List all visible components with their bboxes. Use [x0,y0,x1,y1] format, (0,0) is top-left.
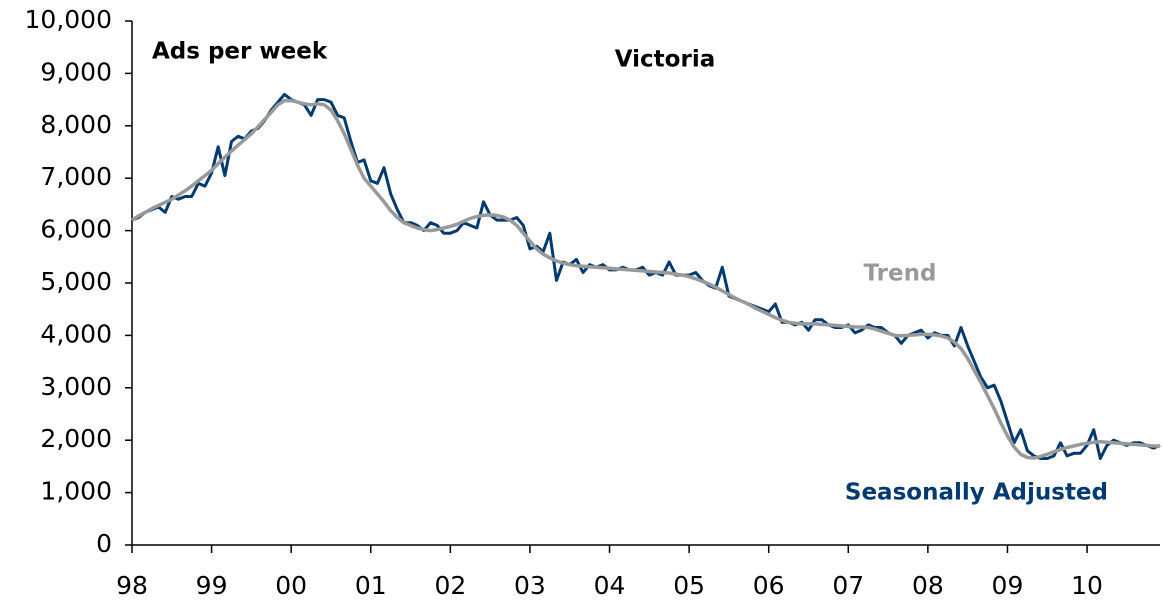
y-tick-label: 4,000 [40,319,112,348]
y-tick-label: 9,000 [40,57,112,86]
y-axis-label: Ads per week [152,39,328,65]
series-line [131,98,1160,460]
series-label: Trend [864,261,937,287]
x-tick-label: 99 [196,571,228,600]
x-tick-label: 01 [355,571,387,600]
x-tick-label: 07 [832,571,864,600]
x-tick-label: 03 [514,571,546,600]
x-tick-label: 05 [673,571,705,600]
series-label: Seasonally Adjusted [845,480,1108,506]
chart-title: Victoria [615,47,715,73]
x-tick-label: 06 [753,571,785,600]
x-tick-label: 08 [912,571,944,600]
y-tick-label: 2,000 [40,424,112,453]
y-tick-label: 5,000 [40,267,112,296]
series-line [131,92,1161,460]
y-tick-label: 6,000 [40,215,112,244]
y-tick-label: 7,000 [40,162,112,191]
x-tick-label: 02 [434,571,466,600]
x-tick-label: 98 [116,571,148,600]
x-tick-label: 10 [1071,571,1103,600]
y-tick-label: 10,000 [25,5,112,34]
x-tick-label: 00 [275,571,307,600]
y-tick-label: 1,000 [40,477,112,506]
y-tick-label: 3,000 [40,372,112,401]
x-tick-label: 04 [594,571,626,600]
y-tick-label: 0 [96,529,112,558]
y-tick-label: 8,000 [40,110,112,139]
x-tick-label: 09 [992,571,1024,600]
